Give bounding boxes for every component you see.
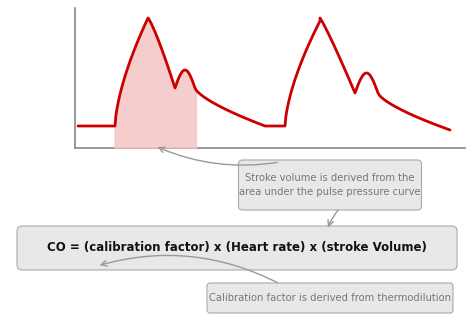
FancyBboxPatch shape <box>17 226 457 270</box>
FancyBboxPatch shape <box>207 283 453 313</box>
Text: CO = (calibration factor) x (Heart rate) x (stroke Volume): CO = (calibration factor) x (Heart rate)… <box>47 242 427 255</box>
Polygon shape <box>115 18 196 148</box>
Text: Stroke volume is derived from the
area under the pulse pressure curve: Stroke volume is derived from the area u… <box>239 173 421 197</box>
Text: Calibration factor is derived from thermodilution: Calibration factor is derived from therm… <box>209 293 451 303</box>
FancyBboxPatch shape <box>238 160 421 210</box>
